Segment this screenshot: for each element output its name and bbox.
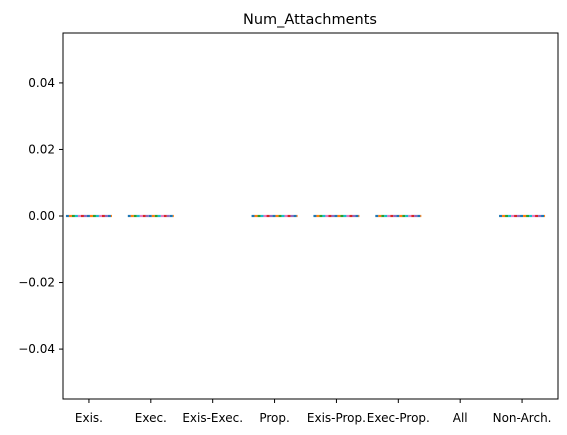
y-tick-label: 0.04 [28,76,55,90]
y-tick-label: −0.02 [18,276,55,290]
x-tick-label: Exec-Prop. [367,411,430,425]
axes-frame [62,32,559,400]
y-tick-label: −0.04 [18,342,55,356]
x-tick-label: Exis-Exec. [182,411,243,425]
y-tick-label: 0.02 [28,142,55,156]
plot-area: −0.04 −0.02 0.00 0.02 0.04 Exis. Exec. Exis-Exe… [18,76,551,425]
x-tick-label: All [453,411,468,425]
x-tick-label: Exec. [135,411,167,425]
x-tick-label: Prop. [259,411,289,425]
x-tick-label: Exis-Prop. [307,411,366,425]
x-tick-label: Exis. [75,411,103,425]
x-tick-label: Non-Arch. [493,411,552,425]
y-tick-label: 0.00 [28,209,55,223]
chart-title: Num_Attachments [243,12,377,28]
